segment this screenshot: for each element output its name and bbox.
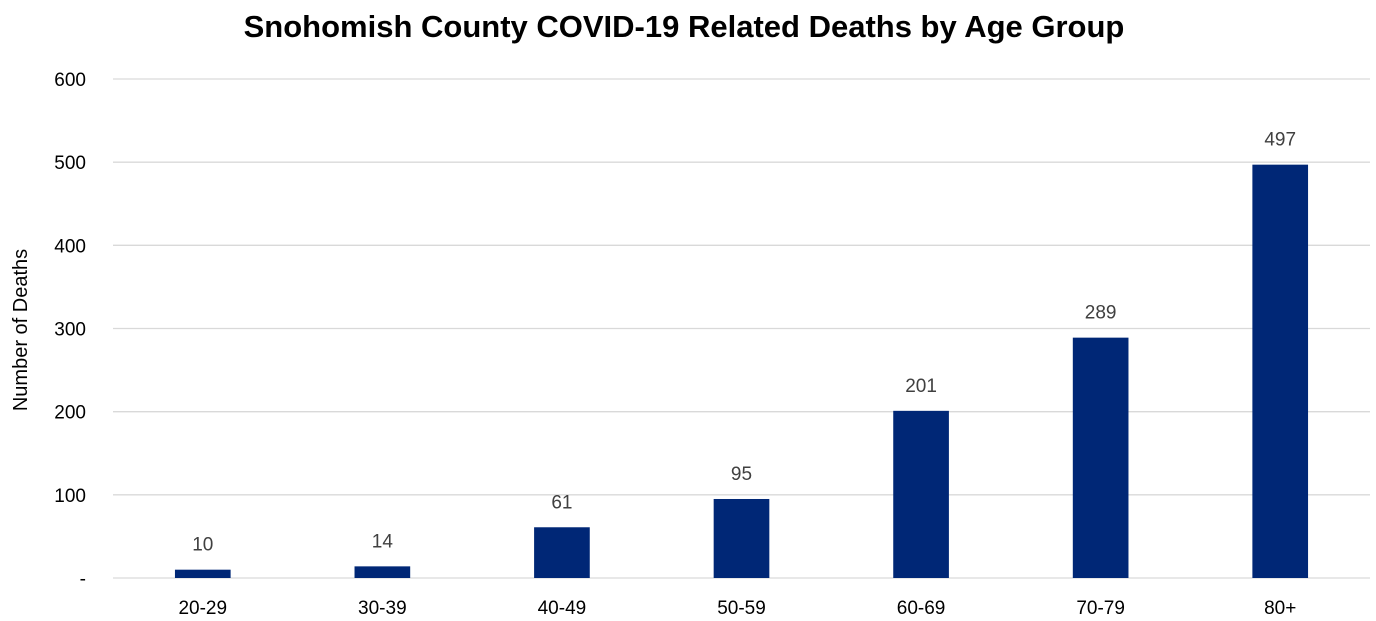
- bar: [1072, 337, 1129, 578]
- y-tick-label: -: [80, 569, 86, 590]
- x-tick-label: 50-59: [717, 598, 766, 619]
- x-tick-label: 40-49: [538, 598, 587, 619]
- x-tick-label: 80+: [1264, 598, 1296, 619]
- bar: [354, 566, 411, 578]
- x-tick-label: 60-69: [897, 598, 946, 619]
- bar: [713, 498, 770, 578]
- bar: [1252, 164, 1309, 578]
- y-axis-ticks: - 100 200 300 400 500 600: [54, 70, 86, 590]
- x-tick-label: 20-29: [178, 598, 227, 619]
- y-tick-label: 100: [54, 486, 86, 507]
- bars: [174, 164, 1309, 578]
- data-label: 14: [372, 531, 394, 552]
- x-axis-ticks: 20-29 30-39 40-49 50-59 60-69 70-79 80+: [178, 598, 1296, 619]
- data-label: 497: [1264, 130, 1296, 151]
- data-label: 61: [551, 492, 572, 513]
- data-label: 95: [731, 464, 752, 485]
- gridlines: [113, 78, 1370, 579]
- data-label: 201: [905, 376, 937, 397]
- data-labels: 10 14 61 95 201 289 497: [192, 130, 1296, 556]
- x-tick-label: 30-39: [358, 598, 407, 619]
- bar: [534, 527, 590, 578]
- y-tick-label: 400: [54, 236, 86, 257]
- data-label: 289: [1085, 303, 1117, 324]
- y-tick-label: 500: [54, 153, 86, 174]
- chart-title: Snohomish County COVID-19 Related Deaths…: [244, 9, 1125, 44]
- bar: [893, 410, 949, 578]
- y-tick-label: 200: [54, 403, 86, 424]
- x-tick-label: 70-79: [1076, 598, 1125, 619]
- y-tick-label: 600: [54, 70, 86, 91]
- data-label: 10: [192, 535, 213, 556]
- y-axis-label: Number of Deaths: [10, 249, 32, 411]
- y-tick-label: 300: [54, 320, 86, 341]
- bar: [174, 569, 231, 578]
